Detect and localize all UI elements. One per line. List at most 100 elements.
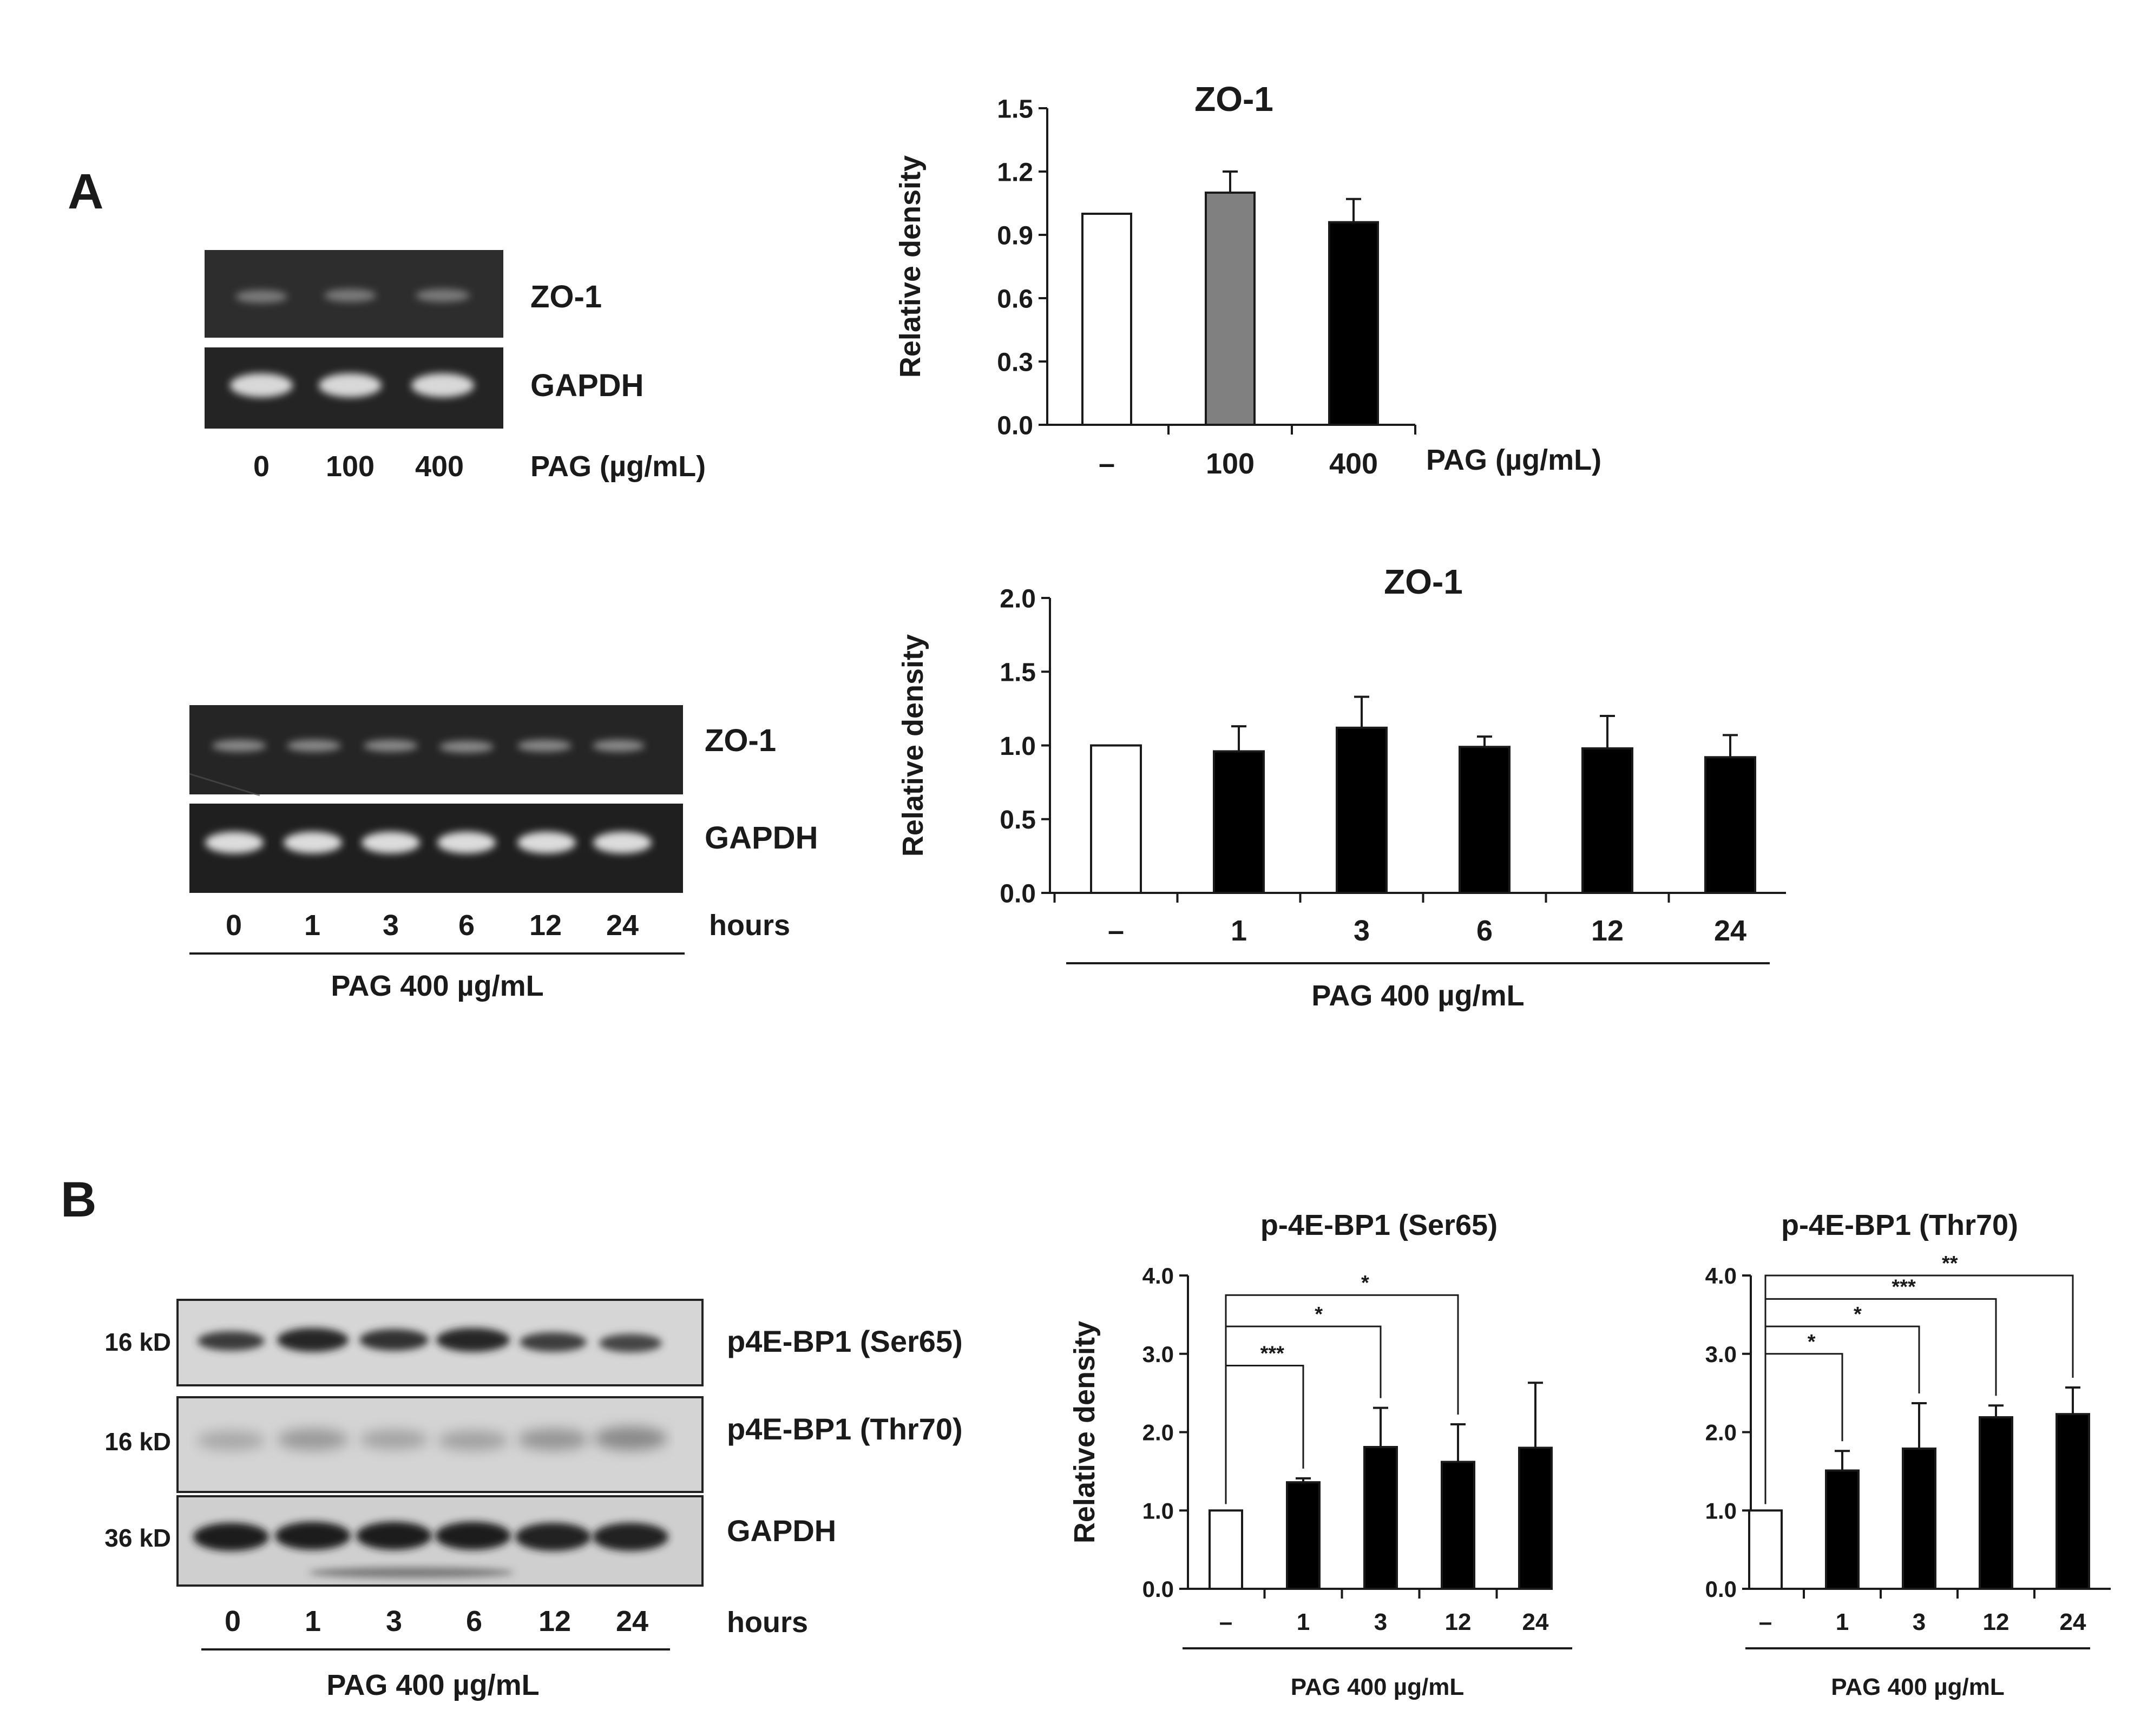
x-category-label: – (1099, 448, 1115, 480)
gel-a2-lane-2: 3 (383, 909, 399, 942)
x-category-label: 3 (1374, 1609, 1387, 1635)
gel-band (593, 740, 645, 752)
gel-a2-unit-label: hours (709, 909, 790, 942)
blot-band (515, 1523, 591, 1551)
blot-b: 16 kD 16 kD 36 kD p4E-BP1 (Ser65) p4E-BP… (104, 1299, 963, 1701)
gel-a2-bands-gapdh (205, 832, 652, 853)
x-category-label: 3 (1913, 1609, 1926, 1635)
gel-a1-lane-1: 100 (326, 450, 375, 483)
blot-band (359, 1430, 429, 1449)
significance-label: ** (1942, 1252, 1958, 1275)
blot-band (359, 1329, 429, 1351)
y-tick-label: 2.0 (1705, 1420, 1737, 1445)
bar (1090, 744, 1142, 894)
y-tick-label: 2.0 (1142, 1420, 1174, 1445)
gel-a1-condition-label: PAG (µg/mL) (530, 450, 706, 483)
gel-a2-bands-zo1 (212, 740, 645, 753)
bar (1205, 192, 1256, 426)
significance-label: *** (1260, 1342, 1285, 1365)
blot-band (593, 1523, 668, 1551)
blot-band (356, 1522, 432, 1550)
blot-band (520, 1332, 587, 1352)
significance-label: * (1808, 1331, 1816, 1353)
blot-b-bands-gapdh (193, 1522, 668, 1578)
x-category-label: 1 (1836, 1609, 1849, 1635)
bar (1518, 1446, 1553, 1590)
gel-band (437, 832, 496, 853)
blot-b-unit-label: hours (727, 1606, 808, 1639)
x-category-label: 1 (1231, 915, 1247, 947)
y-tick-label: 4.0 (1705, 1263, 1737, 1288)
significance-label: * (1854, 1303, 1862, 1326)
group-label: PAG 400 µg/mL (1291, 1674, 1464, 1700)
blot-band (193, 1523, 269, 1551)
gel-a1-label-zo1: ZO-1 (530, 279, 602, 314)
group-label: PAG 400 µg/mL (1831, 1674, 2004, 1700)
gel-band (364, 740, 418, 752)
bar (1902, 1447, 1936, 1590)
bar (1328, 221, 1379, 426)
x-category-label: 24 (1522, 1609, 1549, 1635)
significance-label: * (1361, 1272, 1369, 1294)
y-tick-label: 1.5 (997, 95, 1033, 123)
y-tick-label: 1.5 (1000, 659, 1036, 687)
x-category-label: – (1108, 915, 1124, 947)
x-category-label: 1 (1297, 1609, 1310, 1635)
blot-band (275, 1522, 351, 1550)
blot-b-bands-thr70 (196, 1426, 667, 1450)
y-tick-label: 2.0 (1000, 584, 1036, 613)
y-axis-label: Relative density (894, 155, 927, 378)
bar (1213, 750, 1265, 895)
blot-b-mw-ser65: 16 kD (104, 1328, 171, 1356)
y-axis-label: Relative density (897, 634, 929, 857)
gel-band (212, 740, 266, 752)
blot-band (196, 1431, 266, 1450)
significance-bracket (1764, 1274, 2074, 1504)
bar (1363, 1446, 1398, 1590)
x-category-label: 24 (1714, 915, 1746, 947)
bar (1581, 747, 1633, 894)
blot-b-label-ser65: p4E-BP1 (Ser65) (727, 1324, 963, 1358)
gel-a2-lane-3: 6 (458, 909, 475, 942)
x-category-label: – (1219, 1609, 1232, 1635)
blot-b-lane-4: 12 (538, 1605, 571, 1638)
blot-b-lane-1: 1 (305, 1605, 321, 1638)
panel-label-b: B (61, 1172, 96, 1227)
blot-band (277, 1429, 349, 1450)
gel-a2-lane-0: 0 (226, 909, 242, 942)
y-axis-label: Relative density (1068, 1321, 1101, 1543)
blot-band (594, 1426, 667, 1450)
gel-a2: ZO-1 GAPDH 0 1 3 6 12 24 hours PAG 400 µ… (189, 705, 818, 1002)
x-category-label: 12 (1445, 1609, 1472, 1635)
chart-b-thr70: 0.01.02.03.04.0– 1 3 12 24*******p-4E-BP1 (T… (1705, 1209, 2111, 1700)
gel-band (230, 373, 293, 397)
blot-band (599, 1334, 662, 1352)
blot-band (436, 1328, 510, 1352)
y-tick-label: 4.0 (1142, 1263, 1174, 1288)
y-tick-label: 1.0 (1142, 1498, 1174, 1523)
gel-a1-bands-gapdh (230, 373, 474, 397)
gel-band (319, 373, 382, 397)
chart-title: p-4E-BP1 (Thr70) (1781, 1209, 2018, 1241)
bar (2056, 1413, 2090, 1590)
gel-band (284, 832, 342, 853)
y-tick-label: 0.5 (1000, 806, 1036, 834)
chart-b-ser65: 0.01.02.03.04.0– 1 3 12 24*****p-4E-BP1 (Ser… (1068, 1209, 1572, 1700)
significance-label: * (1315, 1303, 1323, 1326)
gel-band (205, 832, 264, 853)
chart-a-bottom: 0.0 0.5 1.0 1.5 2.0 – 1 3 6 12 24 ZO-1 Relative dens… (897, 562, 1786, 1012)
y-tick-label: 0.3 (997, 348, 1033, 377)
significance-label: *** (1892, 1275, 1916, 1298)
y-tick-label: 0.0 (997, 411, 1033, 440)
bar (1748, 1509, 1783, 1590)
y-tick-label: 1.2 (997, 158, 1033, 187)
gel-a2-group-label: PAG 400 µg/mL (331, 970, 543, 1002)
y-tick-label: 0.0 (1000, 879, 1036, 908)
blot-b-label-thr70: p4E-BP1 (Thr70) (727, 1412, 963, 1446)
chart-title: p-4E-BP1 (Ser65) (1260, 1209, 1498, 1241)
significance-bracket (1225, 1294, 1459, 1504)
bar (1286, 1481, 1321, 1590)
blot-band (517, 1429, 589, 1450)
gel-a2-lane-4: 12 (529, 909, 562, 942)
